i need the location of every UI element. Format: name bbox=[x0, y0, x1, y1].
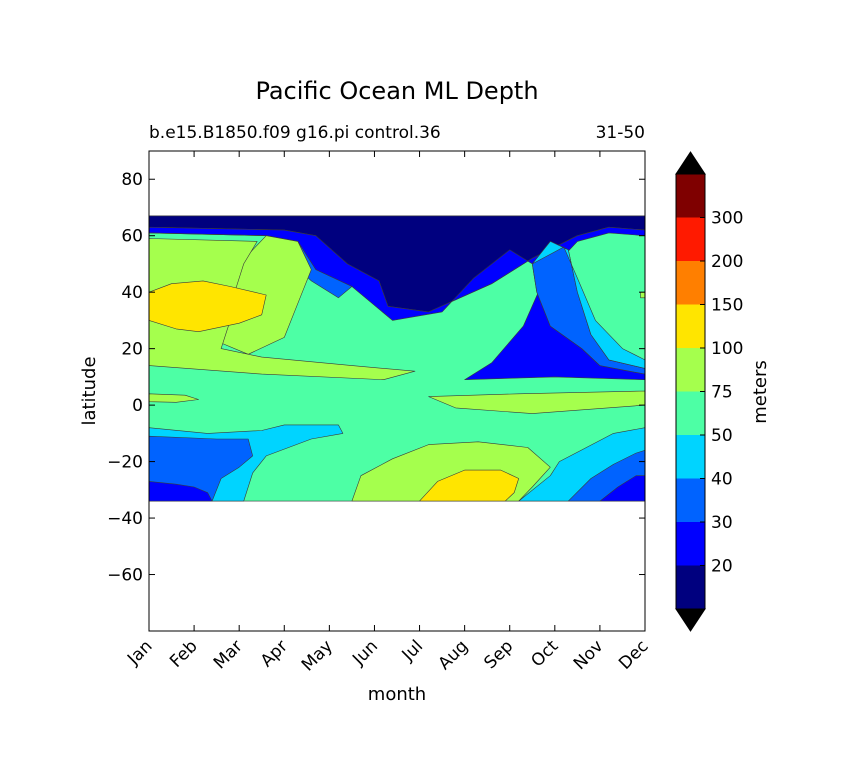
colorbar-tick-label: 100 bbox=[711, 339, 743, 359]
x-tick-label: Jul bbox=[398, 636, 427, 665]
y-tick-label: −20 bbox=[107, 453, 143, 473]
y-tick-label: −60 bbox=[107, 566, 143, 586]
contour-region-16 bbox=[419, 469, 520, 502]
colorbar-tick-label: 40 bbox=[711, 470, 733, 490]
colorbar-max-extension bbox=[675, 151, 706, 175]
colorbar-segment bbox=[676, 478, 705, 522]
x-tick-label: Nov bbox=[570, 636, 608, 674]
contour-region-2 bbox=[149, 226, 645, 381]
x-tick-label: Jun bbox=[348, 636, 382, 670]
colorbar-segment bbox=[676, 522, 705, 566]
colorbar-tick-label: 50 bbox=[711, 426, 733, 446]
colorbar-tick-label: 20 bbox=[711, 557, 733, 577]
chart-subtitle-right: 31-50 bbox=[596, 123, 645, 143]
x-tick-label: Oct bbox=[527, 636, 562, 671]
x-tick-label: Dec bbox=[615, 636, 652, 673]
colorbar-label: meters bbox=[750, 360, 771, 424]
chart-title: Pacific Ocean ML Depth bbox=[255, 77, 538, 105]
contour-region-8 bbox=[149, 280, 267, 333]
colorbar-segment bbox=[676, 565, 705, 609]
colorbar-segment bbox=[676, 261, 705, 305]
contour-fill-layer bbox=[149, 215, 645, 502]
x-tick-label: Aug bbox=[435, 636, 473, 674]
x-tick-label: Sep bbox=[480, 636, 517, 673]
colorbar-tick-label: 300 bbox=[711, 209, 743, 229]
colorbar: 20 30 40 50 75 100 150 200 300 bbox=[675, 151, 743, 632]
x-tick-label: Feb bbox=[166, 636, 201, 671]
contour-region-14 bbox=[149, 481, 213, 502]
y-tick-label: 0 bbox=[132, 396, 143, 416]
contour-region-5 bbox=[531, 241, 645, 369]
colorbar-segment bbox=[676, 348, 705, 392]
colorbar-min-extension bbox=[675, 608, 706, 632]
chart-subtitle-left: b.e15.B1850.f09 g16.pi control.36 bbox=[149, 123, 441, 143]
x-tick-label: Mar bbox=[210, 636, 247, 673]
plot-frame bbox=[148, 150, 646, 632]
y-tick-label: 40 bbox=[121, 283, 143, 303]
colorbar-segment bbox=[676, 174, 705, 218]
y-tick-label: 80 bbox=[121, 170, 143, 190]
colorbar-segment bbox=[676, 435, 705, 479]
colorbar-tick-label: 75 bbox=[711, 383, 733, 403]
colorbar-tick-label: 200 bbox=[711, 252, 743, 272]
colorbar-segment bbox=[676, 304, 705, 348]
y-axis: 80 60 40 20 0 −20 −40 −60 bbox=[107, 170, 645, 586]
x-tick-label: May bbox=[298, 636, 337, 675]
contour-region-9 bbox=[149, 393, 199, 403]
y-tick-label: 20 bbox=[121, 340, 143, 360]
colorbar-tick-label: 150 bbox=[711, 296, 743, 316]
colorbar-segment bbox=[676, 217, 705, 261]
y-axis-label: latitude bbox=[79, 356, 100, 425]
contour-region-19 bbox=[599, 475, 645, 502]
colorbar-segment bbox=[676, 391, 705, 435]
x-tick-label: Jan bbox=[123, 636, 156, 669]
y-tick-label: −40 bbox=[107, 509, 143, 529]
colorbar-tick-label: 30 bbox=[711, 513, 733, 533]
x-axis-label: month bbox=[368, 684, 426, 705]
x-tick-label: Apr bbox=[257, 636, 292, 671]
contour-region-11 bbox=[640, 291, 645, 299]
contour-region-10 bbox=[428, 390, 645, 414]
contour-region-7 bbox=[149, 238, 416, 381]
y-tick-label: 60 bbox=[121, 227, 143, 247]
